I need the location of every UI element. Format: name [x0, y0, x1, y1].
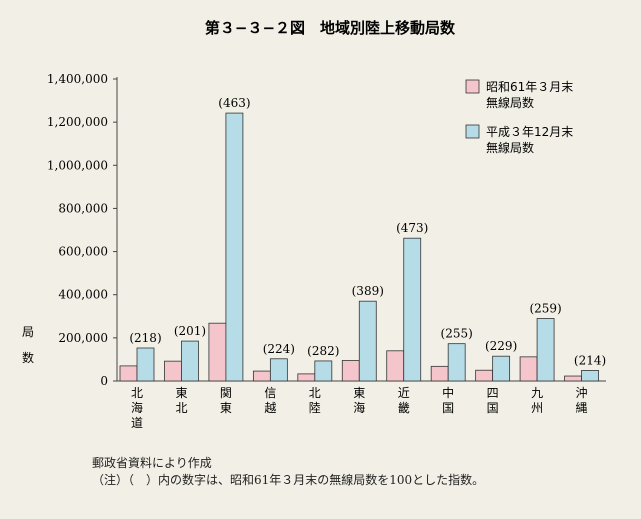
y-tick-label: 800,000: [58, 201, 108, 215]
bar-showa61: [430, 365, 449, 382]
bar-heisei3: [358, 300, 377, 382]
bar-heisei3: [225, 112, 244, 382]
category-label: 海: [353, 400, 365, 415]
category-label: 沖: [576, 386, 588, 400]
legend-label: 無線局数: [486, 140, 534, 155]
bar-heisei3: [447, 343, 466, 382]
bar-showa61: [386, 350, 405, 382]
legend-swatch: [465, 79, 480, 94]
data-label: (214): [574, 353, 606, 367]
bar-showa61: [564, 375, 582, 382]
data-label: (259): [529, 301, 561, 315]
category-label: 陸: [309, 401, 321, 415]
data-label: (201): [174, 324, 206, 338]
category-label: 関: [220, 386, 232, 400]
bar-showa61: [252, 370, 271, 382]
data-label: (389): [352, 284, 384, 298]
y-tick-label: 200,000: [58, 331, 108, 345]
category-label: 北: [309, 386, 321, 400]
bar-showa61: [297, 373, 316, 382]
data-label: (282): [307, 344, 339, 358]
bar-showa61: [208, 322, 227, 382]
y-axis-label: 局数: [22, 325, 34, 365]
legend-label: 昭和61年３月末: [486, 80, 573, 94]
data-label: (218): [129, 331, 161, 345]
bar-heisei3: [269, 358, 288, 382]
bar-showa61: [519, 356, 538, 382]
data-label: (255): [441, 327, 473, 341]
legend-label: 無線局数: [486, 95, 534, 110]
category-label: 中: [442, 385, 454, 400]
category-label: 国: [487, 401, 499, 415]
category-label: 北: [131, 386, 143, 400]
y-label-char: 数: [22, 350, 34, 365]
bar-showa61: [475, 369, 494, 382]
bar-heisei3: [136, 347, 155, 382]
data-label: (473): [396, 221, 428, 235]
y-tick-label: 1,200,000: [47, 115, 108, 129]
category-label: 九: [531, 386, 543, 400]
category-label: 四: [487, 386, 499, 400]
y-tick-label: 600,000: [58, 245, 108, 259]
bar-heisei3: [492, 355, 511, 382]
category-label: 北: [175, 401, 187, 415]
footnote: （注）（ ）内の数字は、昭和61年３月末の無線局数を100とした指数。: [92, 473, 485, 487]
bar-heisei3: [581, 370, 599, 382]
category-label: 縄: [576, 400, 588, 415]
category-label: 畿: [398, 401, 410, 415]
chart-title: 第３−３−２図 地域別陸上移動局数: [205, 19, 456, 37]
category-label: 道: [131, 416, 143, 430]
category-label: 州: [531, 401, 543, 415]
bar-heisei3: [536, 318, 555, 382]
category-label: 東: [175, 386, 187, 400]
data-label: (463): [218, 96, 250, 110]
y-axis: 0 200,000 400,000 600,000 800,000 1,000,000 1,…: [47, 72, 606, 388]
y-tick-label: 1,400,000: [47, 72, 108, 86]
bar-heisei3: [403, 237, 422, 382]
legend-label: 平成３年12月末: [486, 125, 573, 139]
category-label: 東: [220, 401, 232, 415]
bar-showa61: [119, 365, 138, 382]
bar-heisei3: [181, 340, 199, 382]
y-tick-label: 1,000,000: [47, 158, 108, 172]
bar-heisei3: [314, 360, 333, 382]
legend-swatch: [465, 124, 480, 139]
source-note: 郵政省資料により作成: [92, 456, 212, 470]
category-label: 国: [442, 401, 454, 415]
category-label: 東: [353, 386, 365, 400]
category-label: 近: [398, 386, 410, 400]
category-label: 信: [264, 386, 276, 400]
category-label: 越: [264, 401, 276, 415]
data-label: (229): [485, 339, 517, 353]
bar-showa61: [164, 360, 182, 382]
y-tick-label: 0: [100, 374, 108, 388]
y-tick-label: 400,000: [58, 288, 108, 302]
bars: (218) (201) (463) (224) (282) (389) (473) (255)…: [119, 96, 606, 382]
bar-showa61: [341, 360, 360, 382]
category-label: 海: [131, 400, 143, 415]
y-label-char: 局: [22, 325, 34, 339]
data-label: (224): [263, 342, 295, 356]
